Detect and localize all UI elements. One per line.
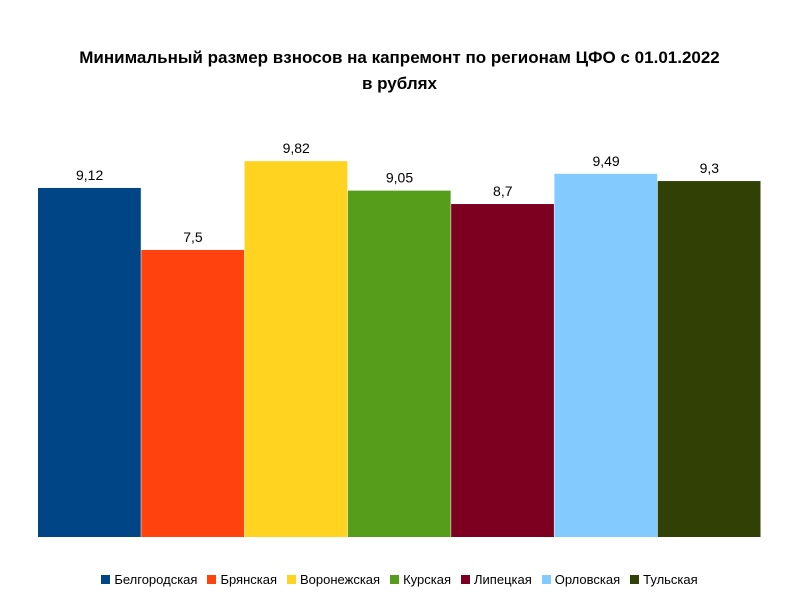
bar-value-label-5: 8,7	[493, 183, 513, 199]
legend-label: Орловская	[554, 572, 621, 587]
bar-1	[38, 187, 141, 537]
bar-3	[244, 161, 348, 537]
legend-swatch	[287, 575, 297, 584]
bar-value-label-2: 7,5	[183, 229, 203, 245]
bar-value-label-6: 9,49	[592, 153, 619, 169]
legend-label: Воронежская	[300, 572, 381, 587]
legend-item-3: Воронежская	[287, 572, 380, 587]
bar-7	[657, 181, 761, 537]
legend-label: Курская	[403, 572, 451, 587]
chart-legend: Белгородская Брянская Воронежская Курская Ли…	[0, 572, 799, 587]
legend-swatch	[207, 575, 217, 584]
legend-item-4: Курская	[390, 572, 451, 587]
bar-value-label-3: 9,82	[283, 140, 310, 156]
legend-swatch	[390, 575, 400, 584]
legend-label: Белгородская	[114, 572, 198, 587]
legend-item-5: Липецкая	[461, 572, 532, 587]
bar-5	[451, 204, 554, 537]
legend-swatch	[461, 575, 470, 584]
legend-label: Тульская	[643, 572, 698, 587]
legend-swatch	[630, 575, 640, 584]
legend-item-6: Орловская	[541, 572, 621, 587]
bar-value-label-4: 9,05	[386, 170, 413, 186]
bar-value-label-1: 9,12	[76, 167, 103, 183]
legend-item-1: Белгородская	[101, 572, 197, 587]
bar-6	[554, 173, 658, 538]
chart-subtitle: в рублях	[361, 74, 438, 93]
legend-label: Брянская	[220, 572, 278, 587]
legend-label: Липецкая	[474, 572, 532, 587]
legend-swatch	[101, 575, 111, 584]
legend-item-7: Тульская	[630, 572, 698, 587]
bar-4	[347, 190, 451, 537]
chart-title: Минимальный размер взносов на капремонт …	[79, 48, 720, 67]
legend-item-2: Брянская	[207, 572, 277, 587]
legend-swatch	[541, 575, 551, 584]
bar-value-label-7: 9,3	[700, 160, 720, 176]
bar-2	[141, 249, 245, 537]
